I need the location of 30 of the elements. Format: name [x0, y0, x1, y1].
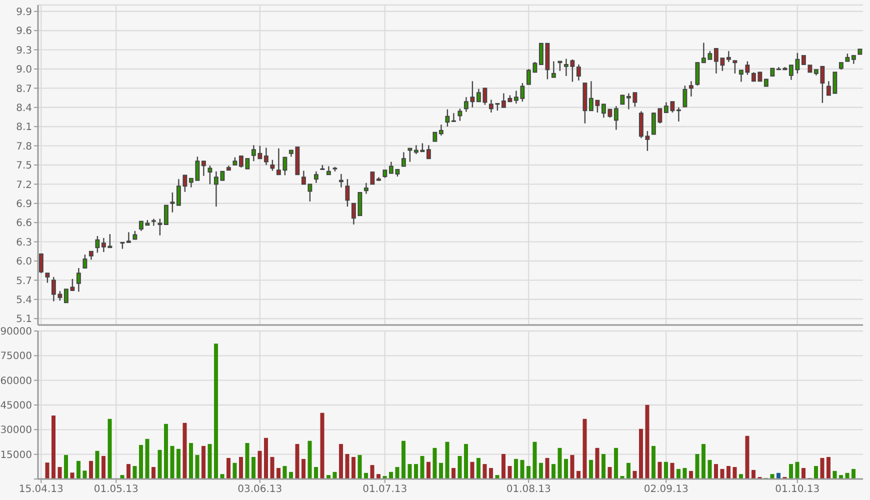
x-tick-label: 02.09.13 — [644, 484, 688, 496]
y-tick-label: 5.1 — [16, 314, 32, 326]
y-tick-label: 45000 — [0, 400, 32, 412]
x-tick-label: 15.04.13 — [18, 484, 64, 496]
y-tick-label: 75000 — [0, 351, 32, 362]
y-tick-label: 6.6 — [16, 218, 32, 230]
x-tick-label: 03.06.13 — [238, 484, 282, 496]
y-tick-label: 8.4 — [16, 102, 32, 114]
y-tick-label: 7.5 — [16, 160, 32, 172]
y-tick-label: 60000 — [0, 376, 32, 387]
y-tick-label: 7.2 — [16, 180, 32, 191]
y-tick-label: 7.8 — [16, 141, 32, 152]
y-tick-label: 5.4 — [16, 294, 32, 306]
y-tick-label: 6.9 — [16, 198, 32, 210]
y-tick-label: 6.3 — [16, 237, 32, 248]
x-tick-label: 01.05.13 — [94, 484, 138, 496]
x-tick-label: 01.08.13 — [506, 484, 551, 496]
y-tick-label: 8.1 — [16, 122, 32, 134]
x-tick-label: 01.10.13 — [775, 484, 820, 496]
y-tick-label: 8.7 — [16, 84, 32, 95]
y-tick-label: 9.3 — [16, 45, 32, 56]
y-tick-label: 90000 — [0, 326, 32, 338]
y-tick-label: 9.0 — [16, 64, 32, 76]
y-tick-label: 9.6 — [16, 26, 32, 38]
y-tick-label: 6.0 — [16, 256, 32, 268]
y-tick-label: 30000 — [0, 425, 32, 436]
y-tick-label: 5.7 — [16, 276, 32, 287]
y-tick-label: 9.9 — [16, 6, 32, 18]
x-tick-label: 01.07.13 — [362, 484, 408, 496]
y-tick-label: 15000 — [0, 450, 32, 461]
